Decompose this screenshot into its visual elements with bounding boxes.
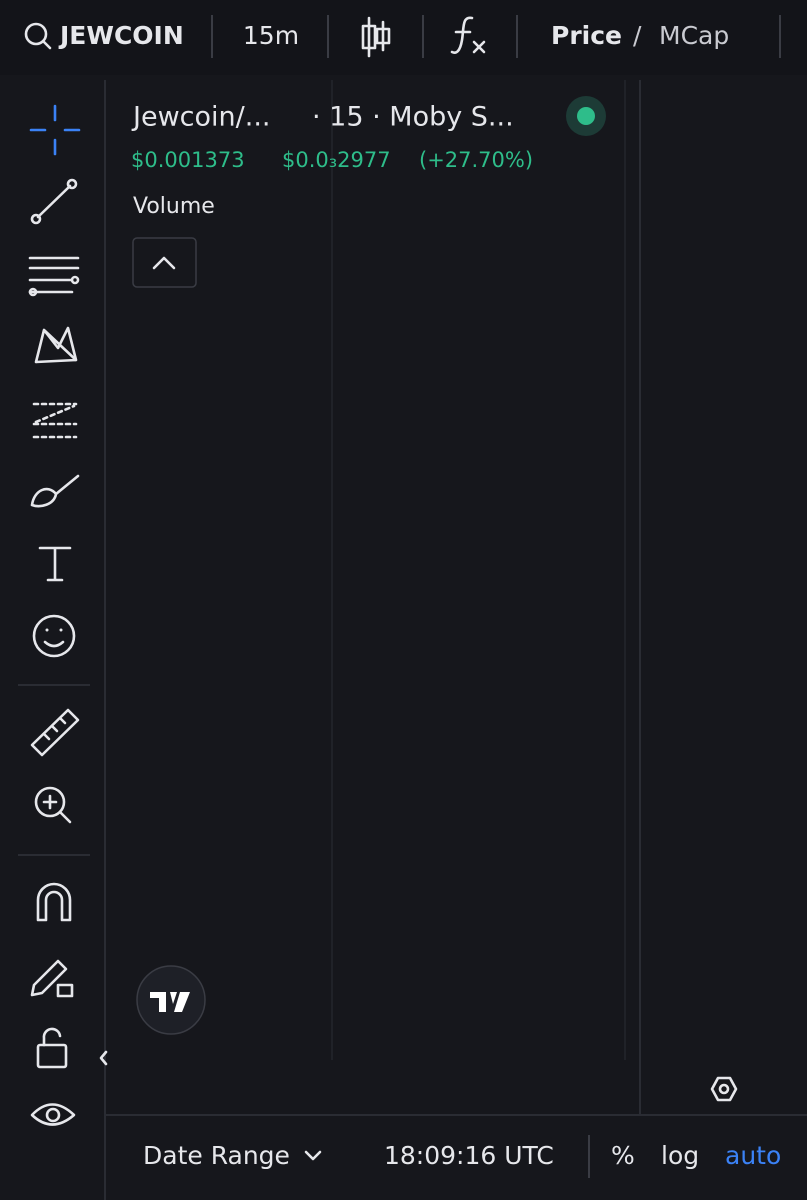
lock-drawings-tool[interactable]	[30, 959, 74, 998]
symbol-search[interactable]: JEWCOIN	[24, 21, 184, 50]
icon	[45, 1107, 61, 1123]
last-price: $0.001373	[131, 148, 245, 172]
search-icon	[24, 22, 48, 46]
date-range[interactable]: Date Range	[143, 1141, 290, 1170]
icon	[34, 326, 78, 364]
logo-bg	[136, 965, 206, 1035]
chevron-down	[304, 1150, 322, 1161]
indicators-button[interactable]	[450, 16, 486, 54]
percent-change: (+27.70%)	[419, 148, 533, 172]
icon	[718, 1083, 730, 1095]
collapse-legend[interactable]	[132, 237, 197, 288]
icon	[36, 184, 72, 219]
symbol: JEWCOIN	[58, 21, 184, 50]
search-icon	[41, 39, 52, 50]
collapse-toolbar[interactable]	[99, 1050, 108, 1066]
icon	[36, 1043, 68, 1069]
icon	[450, 16, 474, 54]
axis-settings[interactable]	[710, 1076, 738, 1102]
icon	[361, 24, 377, 50]
trendline-tool[interactable]	[30, 178, 78, 225]
icon	[43, 640, 65, 648]
emoji-tool[interactable]	[32, 614, 76, 658]
icon	[30, 1103, 76, 1126]
icon	[28, 287, 38, 297]
icon	[45, 628, 49, 632]
icon	[30, 959, 68, 997]
separator: /	[633, 21, 642, 50]
footer: Date Range 18:09:16 UTC % log auto	[143, 1135, 781, 1178]
icon	[32, 402, 78, 439]
icon	[66, 178, 78, 190]
prediction-tool[interactable]	[32, 402, 78, 439]
fib-tool[interactable]	[28, 256, 80, 297]
drawing-toolbar	[18, 80, 108, 1200]
auto-toggle[interactable]: auto	[725, 1141, 781, 1170]
icon	[34, 786, 66, 818]
icon	[59, 628, 63, 632]
icon	[38, 546, 72, 582]
ruler-tool[interactable]	[30, 708, 80, 757]
text-tool[interactable]	[38, 546, 72, 582]
icon	[375, 27, 391, 45]
interval[interactable]: 15m	[243, 21, 299, 50]
icon	[36, 882, 72, 922]
icon	[56, 983, 74, 998]
top-toolbar: JEWCOIN 15m Price / MCap	[0, 0, 807, 75]
icon	[30, 213, 42, 225]
percent-toggle[interactable]: %	[611, 1141, 635, 1170]
icon	[30, 708, 80, 757]
magnet-tool[interactable]	[36, 882, 72, 922]
icon	[42, 794, 72, 824]
legend: Jewcoin/... · 15 · Moby S... $0.001373 $…	[131, 96, 606, 288]
price-toggle[interactable]: Price	[551, 21, 622, 50]
icon	[30, 474, 80, 508]
visibility-tool[interactable]	[30, 1103, 76, 1126]
zoom-tool[interactable]	[34, 786, 72, 824]
mcap-toggle[interactable]: MCap	[659, 21, 729, 50]
icon	[472, 40, 486, 54]
logo	[150, 992, 190, 1012]
volume-label: Volume	[133, 194, 215, 219]
icon	[42, 1027, 62, 1047]
icon	[710, 1076, 738, 1102]
log-toggle[interactable]: log	[661, 1141, 699, 1170]
toolbar-bg	[0, 0, 807, 75]
price-change: $0.0₃2977	[282, 148, 391, 172]
source: · 15 · Moby S...	[312, 102, 514, 133]
brush-tool[interactable]	[30, 474, 80, 508]
chevron-up	[152, 256, 176, 270]
status-dot	[577, 107, 595, 125]
lock-tool[interactable]	[36, 1027, 68, 1069]
icon	[32, 614, 76, 658]
icon	[70, 275, 80, 285]
tradingview-logo[interactable]	[136, 965, 206, 1035]
crosshair-tool[interactable]	[29, 104, 81, 156]
clock: 18:09:16 UTC	[384, 1141, 554, 1170]
pair-name: Jewcoin/...	[131, 102, 270, 133]
icon	[28, 256, 80, 294]
chart-type-button[interactable]	[361, 16, 391, 58]
pattern-tool[interactable]	[34, 326, 78, 364]
